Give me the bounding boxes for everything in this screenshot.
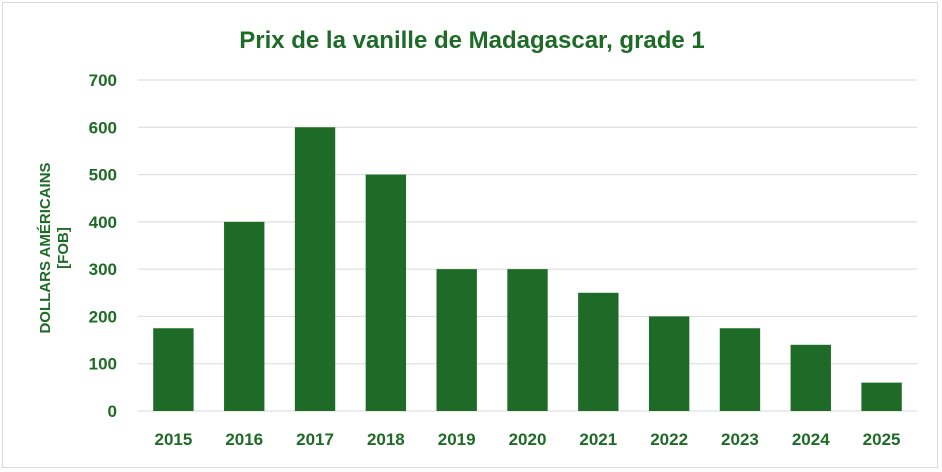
- bar-2015: [153, 328, 194, 411]
- x-tick-label: 2016: [225, 430, 263, 449]
- x-tick-label: 2019: [438, 430, 476, 449]
- x-tick-label: 2025: [863, 430, 901, 449]
- y-tick-label: 700: [89, 71, 117, 90]
- y-tick-label: 500: [89, 166, 117, 185]
- bar-2022: [648, 316, 690, 411]
- y-tick-label: 200: [89, 307, 117, 326]
- x-tick-label: 2018: [367, 430, 405, 449]
- x-tick-label: 2015: [154, 430, 192, 449]
- y-tick-label: 100: [89, 355, 117, 374]
- x-axis-ticks: 2015 2016 2017 2018 2019 2020 2021 2022 2023 2024…: [154, 430, 900, 449]
- x-tick-label: 2021: [579, 430, 617, 449]
- y-tick-label: 400: [89, 213, 117, 232]
- bar-2016: [224, 221, 265, 411]
- x-tick-label: 2023: [721, 430, 759, 449]
- bar-2024: [790, 344, 831, 411]
- chart-title: Prix de la vanille de Madagascar, grade …: [239, 27, 705, 54]
- bar-chart: Prix de la vanille de Madagascar, grade …: [37, 27, 917, 449]
- y-tick-label: 300: [89, 260, 117, 279]
- bar-2019: [436, 269, 477, 411]
- y-tick-label: 600: [89, 118, 117, 137]
- y-axis-label-line-1: DOLLARS AMÉRICAINS: [37, 162, 54, 333]
- x-tick-label: 2022: [650, 430, 688, 449]
- x-tick-label: 2024: [792, 430, 830, 449]
- y-tick-label: 0: [108, 402, 117, 421]
- x-tick-label: 2020: [509, 430, 547, 449]
- bar-2025: [861, 382, 902, 411]
- x-tick-label: 2017: [296, 430, 334, 449]
- bar-2023: [719, 328, 761, 411]
- y-axis-label-line-2: [FOB]: [55, 227, 72, 269]
- bar-2021: [578, 292, 619, 411]
- bar-2017: [294, 127, 336, 412]
- bars: [153, 127, 902, 412]
- y-axis-ticks: 0 100 200 300 400 500 600 700: [89, 71, 117, 421]
- bar-2020: [507, 269, 548, 411]
- bar-2018: [365, 174, 407, 411]
